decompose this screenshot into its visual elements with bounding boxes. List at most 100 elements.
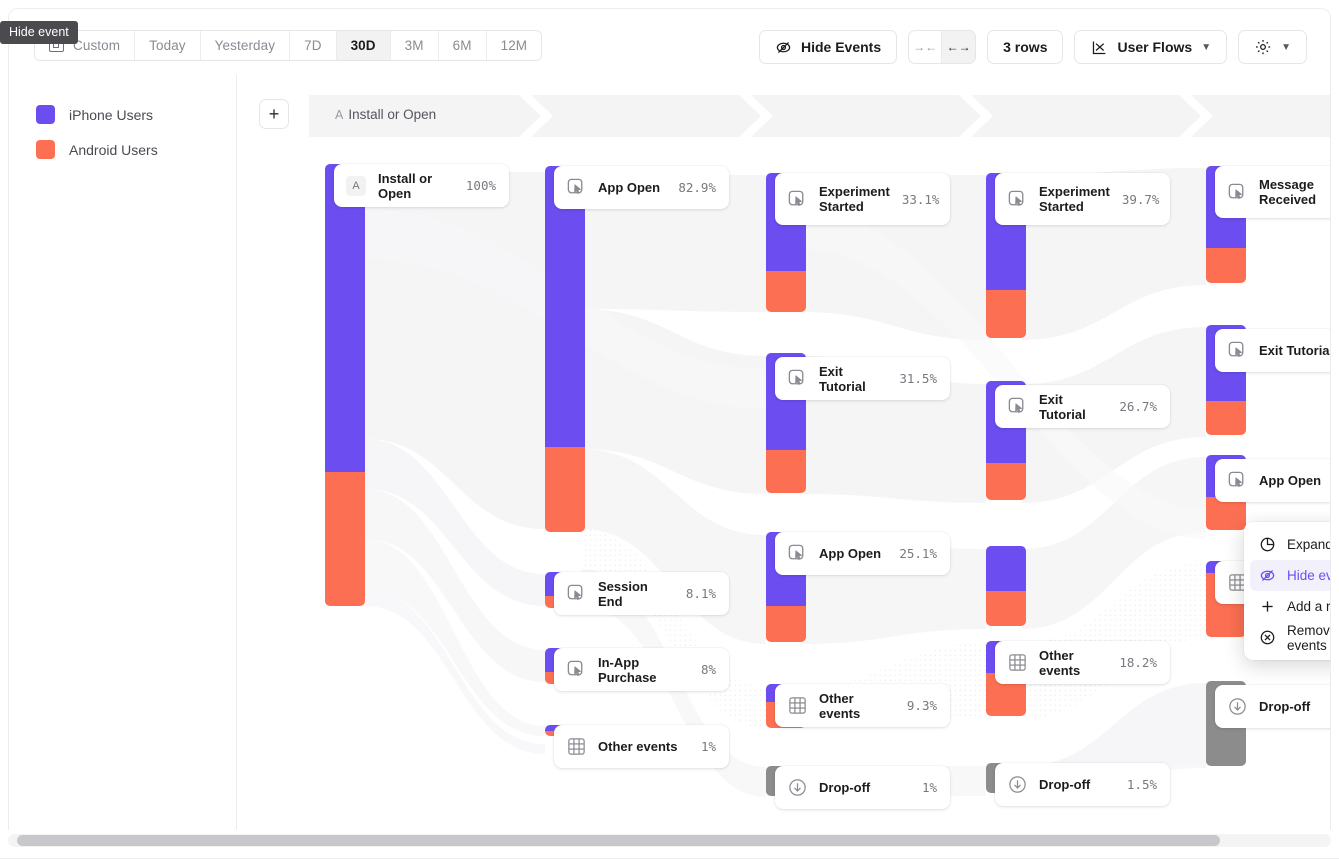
context-menu-item-label: Add a row of events	[1287, 599, 1331, 614]
horizontal-scrollbar-thumb[interactable]	[17, 835, 1220, 846]
flow-node-card[interactable]: Drop-off	[1215, 685, 1330, 728]
flow-node-percent: 33.1%	[901, 191, 940, 207]
collapse-arrows-icon[interactable]: →←	[909, 31, 943, 63]
flow-node-card[interactable]: In-App Purchase 8%	[554, 648, 729, 691]
row-count-button[interactable]: 3 rows	[987, 30, 1064, 64]
android-segment	[545, 447, 585, 532]
flow-node-percent: 82.9%	[678, 180, 716, 195]
chevron-down-icon: ▼	[1281, 41, 1291, 53]
flow-node-label: Experiment Started	[819, 184, 890, 214]
flow-node-card[interactable]: Exit Tutorial 26.7%	[995, 385, 1170, 428]
grid-icon	[786, 695, 808, 717]
cursor-box-icon	[1226, 340, 1248, 362]
flow-node-percent: 25.1%	[899, 546, 937, 561]
row-count-label: 3 rows	[1003, 39, 1048, 55]
context-menu-item-add-a-row-of-events[interactable]: Add a row of events	[1250, 591, 1331, 622]
toolbar: Custom Today Yesterday 7D 30D 3M 6M 12M Hide Ev…	[9, 9, 1330, 75]
android-segment	[766, 450, 806, 493]
legend-label: Android Users	[69, 141, 158, 158]
flow-node-label: Drop-off	[1259, 699, 1311, 714]
flow-node-card[interactable]: App Open 25.1%	[775, 532, 950, 575]
date-range-yesterday[interactable]: Yesterday	[201, 31, 291, 60]
flow-node-card[interactable]: Experiment Started 39.7%	[995, 173, 1170, 225]
flow-node-label: Message Received	[1259, 177, 1317, 207]
flow-node-card[interactable]: App Open	[1215, 459, 1330, 502]
date-range-segmented-control[interactable]: Custom Today Yesterday 7D 30D 3M 6M 12M	[34, 30, 543, 61]
cursor-box-icon	[1226, 470, 1248, 492]
context-menu-item-hide-event[interactable]: Hide event	[1250, 560, 1330, 591]
context-menu-item-expand-by-property[interactable]: Expand by property	[1250, 529, 1330, 560]
legend-label: iPhone Users	[69, 106, 154, 123]
iphone-segment	[545, 166, 585, 447]
grid-icon	[565, 736, 587, 758]
add-column-button[interactable]: +	[259, 99, 289, 129]
flow-bar[interactable]	[545, 166, 585, 532]
chevron-down-icon: ▼	[1201, 41, 1212, 53]
breadcrumb-item-0[interactable]: A Install or Open	[335, 107, 436, 122]
cursor-box-icon	[1006, 396, 1028, 418]
breadcrumb-badge: A	[335, 108, 344, 122]
flow-node-percent: 100%	[465, 178, 496, 193]
date-range-label: Custom	[73, 38, 121, 53]
flow-node-card[interactable]: Exit Tutorial 31.5%	[775, 357, 950, 400]
flow-node-card[interactable]: Message Received	[1215, 166, 1330, 218]
flow-node-card[interactable]: Drop-off 1.5%	[995, 763, 1170, 806]
flow-node-card[interactable]: Drop-off 1%	[775, 766, 950, 809]
gear-icon	[1254, 38, 1272, 56]
cursor-box-icon	[565, 583, 587, 605]
hide-events-button[interactable]: Hide Events	[758, 30, 898, 64]
date-range-30d[interactable]: 30D	[336, 31, 391, 60]
android-segment	[986, 591, 1026, 626]
flow-node-card[interactable]: Session End 8.1%	[554, 572, 729, 615]
cursor-box-icon	[786, 368, 808, 390]
android-segment	[1206, 497, 1246, 530]
flow-node-percent: 1%	[921, 780, 937, 795]
flow-node-percent: 26.7%	[1119, 399, 1157, 414]
date-range-label: 7D	[304, 38, 322, 53]
flow-node-percent: 18.2%	[1119, 655, 1157, 670]
flow-node-label: Other events	[1039, 647, 1081, 678]
flow-node-percent: 39.7%	[1121, 191, 1160, 207]
flow-node-label: Drop-off	[1039, 777, 1091, 792]
flow-node-card[interactable]: Other events 18.2%	[995, 641, 1170, 684]
date-range-label: 30D	[350, 38, 376, 53]
flow-node-card[interactable]: Other events 9.3%	[775, 684, 950, 727]
flow-node-card[interactable]: Exit Tutorial	[1215, 329, 1330, 372]
flow-node-label: Install or Open	[378, 170, 433, 201]
x-circle-icon	[1259, 629, 1276, 646]
property-circle-icon	[1259, 536, 1276, 553]
android-segment	[1206, 248, 1246, 283]
date-range-7d[interactable]: 7D	[290, 31, 337, 60]
download-circle-icon	[1006, 774, 1028, 796]
flow-node-card[interactable]: App Open 82.9%	[554, 166, 729, 209]
horizontal-scrollbar-track[interactable]	[8, 834, 1331, 847]
iphone-segment	[986, 546, 1026, 591]
date-range-6m[interactable]: 6M	[439, 31, 487, 60]
toolbar-right-controls: Hide Events →← ←→ 3 rows User Flows	[758, 30, 1307, 64]
expand-arrows-icon[interactable]: ←→	[942, 31, 976, 63]
flow-node-card[interactable]: A Install or Open 100%	[334, 164, 509, 207]
date-range-12m[interactable]: 12M	[487, 31, 542, 60]
cursor-box-icon	[786, 188, 808, 210]
date-range-today[interactable]: Today	[135, 31, 201, 60]
date-range-label: Yesterday	[214, 38, 276, 53]
android-segment	[766, 271, 806, 312]
android-segment	[325, 472, 365, 606]
date-range-3m[interactable]: 3M	[391, 31, 439, 60]
context-menu[interactable]: Expand by property Hide event Add a row of…	[1244, 522, 1331, 660]
iphone-segment	[325, 164, 365, 472]
flow-node-card[interactable]: Experiment Started 33.1%	[775, 173, 950, 225]
legend-item-1[interactable]: Android Users	[9, 132, 236, 167]
flow-node-label: App Open	[598, 180, 661, 195]
flow-bar[interactable]	[986, 546, 1026, 626]
date-range-label: 3M	[404, 38, 424, 53]
settings-button[interactable]: ▼	[1238, 30, 1307, 64]
view-selector-button[interactable]: User Flows ▼	[1074, 30, 1228, 64]
flow-bar[interactable]	[325, 164, 365, 606]
flow-node-card[interactable]: Other events 1%	[554, 725, 729, 768]
grid-icon	[1006, 652, 1028, 674]
legend-item-0[interactable]: iPhone Users	[9, 97, 236, 132]
date-range-custom[interactable]: Custom	[35, 31, 136, 60]
width-toggle-group[interactable]: →← ←→	[908, 30, 977, 64]
